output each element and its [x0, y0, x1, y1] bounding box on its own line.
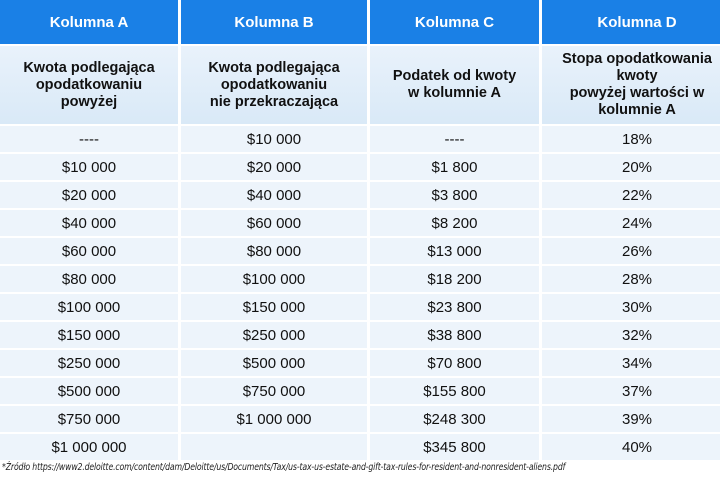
table-cell-a: $1 000 000: [0, 434, 178, 460]
subheader-col-c: Podatek od kwoty w kolumnie A: [370, 46, 539, 124]
header-col-d: Kolumna D: [542, 0, 720, 44]
table-cell-c: $23 800: [370, 294, 539, 320]
table-row: $40 000 $60 000 $8 200 24%: [0, 210, 720, 236]
header-col-b: Kolumna B: [181, 0, 367, 44]
table-cell-d: 26%: [542, 238, 720, 264]
table-row: $1 000 000 $345 800 40%: [0, 434, 720, 460]
table-row: $100 000 $150 000 $23 800 30%: [0, 294, 720, 320]
table-cell-b: [181, 434, 367, 460]
table-row: ---- $10 000 ---- 18%: [0, 126, 720, 152]
table-cell-d: 39%: [542, 406, 720, 432]
table-cell-b: $100 000: [181, 266, 367, 292]
table-cell-a: $500 000: [0, 378, 178, 404]
table-row: $10 000 $20 000 $1 800 20%: [0, 154, 720, 180]
table-cell-d: 40%: [542, 434, 720, 460]
table-cell-c: $248 300: [370, 406, 539, 432]
table-cell-c: $345 800: [370, 434, 539, 460]
table-cell-b: $1 000 000: [181, 406, 367, 432]
table-cell-b: $500 000: [181, 350, 367, 376]
table-cell-c: $1 800: [370, 154, 539, 180]
table-cell-b: $20 000: [181, 154, 367, 180]
table-cell-a: $750 000: [0, 406, 178, 432]
table-cell-b: $250 000: [181, 322, 367, 348]
table-cell-a: $250 000: [0, 350, 178, 376]
table-cell-c: $38 800: [370, 322, 539, 348]
header-col-a: Kolumna A: [0, 0, 178, 44]
table-cell-c: ----: [370, 126, 539, 152]
table-cell-b: $80 000: [181, 238, 367, 264]
table-cell-c: $3 800: [370, 182, 539, 208]
table-cell-c: $18 200: [370, 266, 539, 292]
table-cell-d: 28%: [542, 266, 720, 292]
table-row: $500 000 $750 000 $155 800 37%: [0, 378, 720, 404]
table-cell-a: ----: [0, 126, 178, 152]
header-row: Kolumna A Kolumna B Kolumna C Kolumna D: [0, 0, 720, 44]
table-row: $250 000 $500 000 $70 800 34%: [0, 350, 720, 376]
table-cell-c: $155 800: [370, 378, 539, 404]
table-row: $80 000 $100 000 $18 200 28%: [0, 266, 720, 292]
table-cell-a: $10 000: [0, 154, 178, 180]
table-row: $750 000 $1 000 000 $248 300 39%: [0, 406, 720, 432]
table-cell-c: $70 800: [370, 350, 539, 376]
table-row: $20 000 $40 000 $3 800 22%: [0, 182, 720, 208]
table-cell-d: 37%: [542, 378, 720, 404]
table-row: $60 000 $80 000 $13 000 26%: [0, 238, 720, 264]
table-cell-c: $8 200: [370, 210, 539, 236]
table-cell-d: 20%: [542, 154, 720, 180]
table-cell-a: $150 000: [0, 322, 178, 348]
table-cell-b: $40 000: [181, 182, 367, 208]
tax-rate-table: Kolumna A Kolumna B Kolumna C Kolumna D …: [0, 0, 720, 460]
table-cell-d: 18%: [542, 126, 720, 152]
table-cell-d: 32%: [542, 322, 720, 348]
subheader-col-b: Kwota podlegająca opodatkowaniu nie prze…: [181, 46, 367, 124]
table-cell-b: $60 000: [181, 210, 367, 236]
table-cell-d: 30%: [542, 294, 720, 320]
table-cell-a: $40 000: [0, 210, 178, 236]
table-cell-b: $150 000: [181, 294, 367, 320]
table-cell-a: $100 000: [0, 294, 178, 320]
subheader-row: Kwota podlegająca opodatkowaniu powyżej …: [0, 46, 720, 124]
table-cell-b: $750 000: [181, 378, 367, 404]
table-cell-d: 34%: [542, 350, 720, 376]
source-note: *Źródło https://www2.deloitte.com/conten…: [2, 462, 566, 473]
table-cell-d: 22%: [542, 182, 720, 208]
table-cell-d: 24%: [542, 210, 720, 236]
table-cell-b: $10 000: [181, 126, 367, 152]
subheader-col-a: Kwota podlegająca opodatkowaniu powyżej: [0, 46, 178, 124]
table-cell-a: $20 000: [0, 182, 178, 208]
table-cell-a: $60 000: [0, 238, 178, 264]
header-col-c: Kolumna C: [370, 0, 539, 44]
table-cell-a: $80 000: [0, 266, 178, 292]
table-row: $150 000 $250 000 $38 800 32%: [0, 322, 720, 348]
subheader-col-d: Stopa opodatkowania kwoty powyżej wartoś…: [542, 46, 720, 124]
table-cell-c: $13 000: [370, 238, 539, 264]
